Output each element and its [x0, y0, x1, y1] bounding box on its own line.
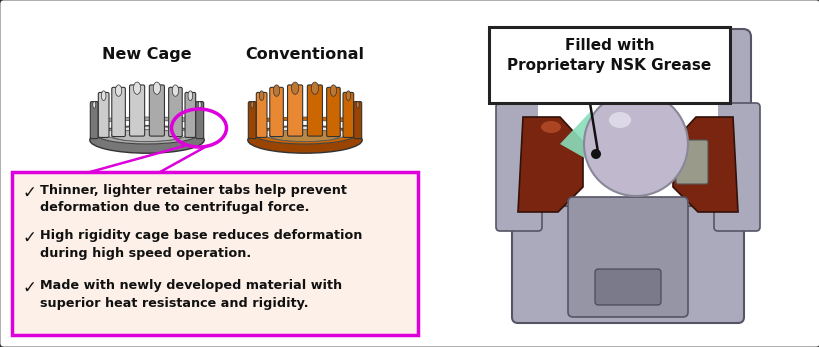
Ellipse shape — [94, 136, 199, 151]
Ellipse shape — [346, 91, 351, 101]
Polygon shape — [672, 117, 737, 212]
FancyBboxPatch shape — [326, 87, 340, 137]
Ellipse shape — [90, 127, 204, 153]
Ellipse shape — [97, 126, 197, 144]
Ellipse shape — [609, 112, 631, 128]
Ellipse shape — [172, 85, 179, 96]
Circle shape — [583, 92, 687, 196]
Polygon shape — [101, 118, 121, 122]
FancyBboxPatch shape — [488, 27, 729, 103]
FancyBboxPatch shape — [568, 197, 687, 317]
FancyBboxPatch shape — [90, 102, 98, 138]
FancyBboxPatch shape — [185, 92, 196, 137]
FancyBboxPatch shape — [495, 103, 541, 231]
FancyBboxPatch shape — [353, 102, 361, 138]
FancyBboxPatch shape — [169, 87, 182, 137]
Polygon shape — [346, 118, 360, 123]
Polygon shape — [134, 117, 160, 120]
FancyBboxPatch shape — [256, 92, 267, 137]
Polygon shape — [292, 117, 317, 120]
FancyBboxPatch shape — [713, 103, 759, 231]
FancyBboxPatch shape — [511, 206, 743, 323]
Polygon shape — [330, 118, 351, 122]
Ellipse shape — [269, 130, 340, 142]
Ellipse shape — [273, 85, 279, 96]
Text: ✓: ✓ — [23, 229, 37, 247]
Text: High rigidity cage base reduces deformation
during high speed operation.: High rigidity cage base reduces deformat… — [40, 229, 362, 260]
Text: Conventional: Conventional — [245, 47, 364, 62]
FancyBboxPatch shape — [595, 269, 660, 305]
Ellipse shape — [111, 130, 183, 142]
Text: ✓: ✓ — [23, 184, 37, 202]
Polygon shape — [559, 112, 632, 177]
Polygon shape — [92, 118, 106, 123]
Polygon shape — [249, 118, 264, 123]
Ellipse shape — [355, 101, 359, 108]
Text: ✓: ✓ — [23, 279, 37, 297]
FancyBboxPatch shape — [98, 92, 109, 137]
Ellipse shape — [106, 126, 188, 142]
Ellipse shape — [153, 82, 161, 94]
Polygon shape — [115, 117, 139, 121]
FancyBboxPatch shape — [342, 92, 353, 137]
FancyBboxPatch shape — [537, 92, 717, 202]
FancyBboxPatch shape — [196, 102, 203, 138]
Text: Thinner, lighter retainer tabs help prevent
deformation due to centrifugal force: Thinner, lighter retainer tabs help prev… — [40, 184, 346, 214]
FancyBboxPatch shape — [149, 85, 165, 136]
FancyBboxPatch shape — [248, 102, 256, 138]
Ellipse shape — [252, 136, 357, 151]
Ellipse shape — [198, 101, 201, 108]
Polygon shape — [259, 118, 278, 122]
Ellipse shape — [247, 127, 362, 153]
Polygon shape — [173, 118, 192, 122]
Ellipse shape — [115, 85, 121, 96]
Ellipse shape — [102, 91, 106, 101]
Ellipse shape — [93, 101, 96, 108]
FancyBboxPatch shape — [287, 85, 302, 136]
Ellipse shape — [264, 126, 346, 142]
Ellipse shape — [133, 82, 141, 94]
Ellipse shape — [311, 82, 318, 94]
Ellipse shape — [541, 121, 560, 133]
FancyBboxPatch shape — [675, 140, 707, 184]
FancyBboxPatch shape — [505, 29, 750, 125]
Ellipse shape — [188, 91, 192, 101]
Ellipse shape — [330, 85, 336, 96]
Polygon shape — [188, 118, 202, 123]
FancyBboxPatch shape — [269, 87, 283, 137]
Polygon shape — [274, 117, 297, 121]
Text: Filled with
Proprietary NSK Grease: Filled with Proprietary NSK Grease — [507, 38, 711, 73]
FancyBboxPatch shape — [129, 85, 144, 136]
Polygon shape — [154, 117, 178, 121]
Text: New Cage: New Cage — [102, 47, 192, 62]
Polygon shape — [518, 117, 582, 212]
Text: Made with newly developed material with
superior heat resistance and rigidity.: Made with newly developed material with … — [40, 279, 342, 310]
Ellipse shape — [251, 101, 253, 108]
Ellipse shape — [259, 91, 264, 101]
Circle shape — [590, 149, 600, 159]
FancyBboxPatch shape — [307, 85, 322, 136]
FancyBboxPatch shape — [12, 172, 418, 335]
Polygon shape — [312, 117, 336, 121]
FancyBboxPatch shape — [111, 87, 125, 137]
Ellipse shape — [291, 82, 298, 94]
Ellipse shape — [255, 126, 355, 144]
